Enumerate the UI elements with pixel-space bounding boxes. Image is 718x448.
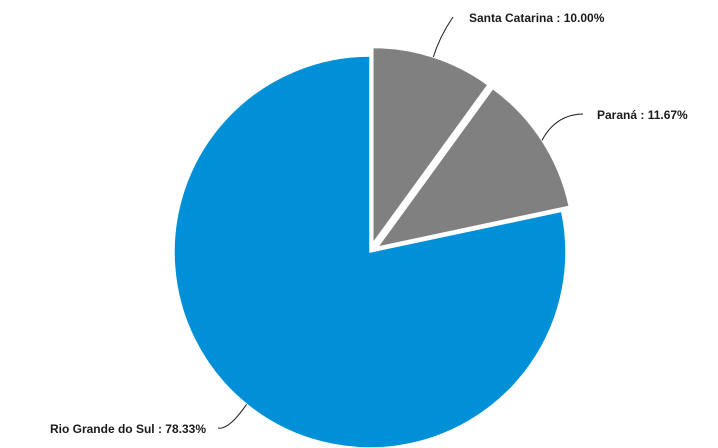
pie-slices <box>173 46 571 448</box>
pie-slice-rio-grande-do-sul <box>173 55 567 448</box>
leader-lines <box>217 16 584 429</box>
pie-slice-santa-catarina <box>372 46 489 245</box>
leader-line <box>217 404 248 429</box>
leader-line <box>432 16 454 58</box>
data-label: Paraná : 11.67% <box>597 108 688 122</box>
data-labels: Santa Catarina : 10.00% Paraná : 11.67% Ri… <box>50 11 688 436</box>
pie-slice-paran- <box>376 87 571 248</box>
data-label: Rio Grande do Sul : 78.33% <box>50 422 206 436</box>
data-label: Santa Catarina : 10.00% <box>469 11 605 25</box>
leader-line <box>541 113 584 141</box>
